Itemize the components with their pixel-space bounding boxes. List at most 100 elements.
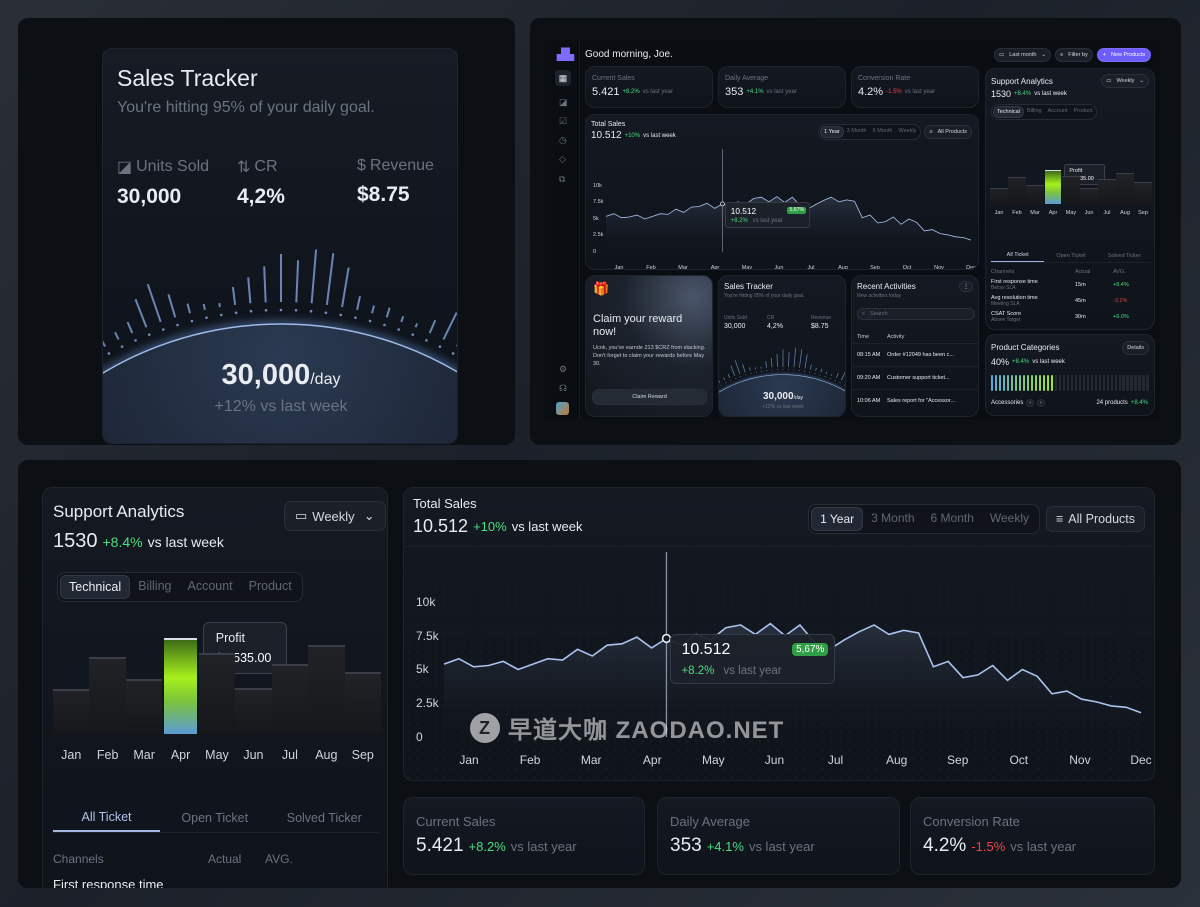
- tab-open-ticket[interactable]: Open Ticket: [1056, 252, 1086, 259]
- tab-technical[interactable]: Technical: [993, 106, 1024, 118]
- bar-apr[interactable]: [1044, 170, 1062, 204]
- tab-solved-ticket[interactable]: Solved Ticker: [286, 811, 362, 825]
- bar-mar[interactable]: [1026, 184, 1044, 204]
- range-1-year[interactable]: 1 Year: [820, 126, 844, 138]
- tab-all-ticket[interactable]: All Ticket: [991, 249, 1045, 262]
- chart-icon: ◪: [117, 159, 133, 176]
- tab-account[interactable]: Account: [187, 579, 233, 593]
- table-row[interactable]: 09:20 AM Customer support ticket...: [852, 366, 978, 389]
- tab-billing[interactable]: Billing: [1026, 108, 1042, 114]
- last-month-dropdown[interactable]: ▭ Last month ⌄: [994, 48, 1052, 62]
- range-weekly[interactable]: Weekly: [989, 511, 1029, 525]
- avatar[interactable]: [556, 402, 569, 415]
- gauge-tick: [103, 340, 106, 347]
- row-avg: +8.4%: [1113, 282, 1129, 288]
- range-6-month[interactable]: 6 Month: [872, 128, 893, 134]
- bar-feb[interactable]: [1008, 176, 1026, 204]
- tab-open-ticket[interactable]: Open Ticket: [181, 811, 249, 825]
- bar-may[interactable]: [1062, 175, 1080, 204]
- bar-apr[interactable]: [164, 638, 197, 734]
- tab-billing[interactable]: Billing: [138, 579, 172, 593]
- tab-solved-ticket[interactable]: Solved Ticker: [1107, 252, 1141, 259]
- weekly-dropdown[interactable]: ▭ Weekly ⌄: [284, 501, 386, 531]
- gauge-tick: [719, 380, 721, 383]
- sidebar-item-tags[interactable]: ◇: [559, 154, 566, 164]
- hover-point[interactable]: [720, 201, 725, 207]
- range-3-month[interactable]: 3 Month: [846, 128, 867, 134]
- tab-all-ticket[interactable]: All Ticket: [53, 804, 160, 832]
- details-button[interactable]: Details: [1122, 341, 1149, 355]
- y-tick-label: 2.5k: [593, 232, 604, 239]
- bar-jan[interactable]: [990, 188, 1008, 204]
- weekly-dropdown[interactable]: ▭ Weekly ⌄: [1101, 74, 1149, 88]
- tab-technical[interactable]: Technical: [60, 575, 131, 599]
- sidebar-item-history[interactable]: ◷: [559, 135, 567, 145]
- new-products-button[interactable]: + New Products: [1096, 48, 1152, 62]
- headset-icon[interactable]: ☊: [559, 383, 567, 393]
- bar-jan[interactable]: [53, 688, 90, 734]
- metric-value: 4,2%: [237, 185, 285, 208]
- x-tick-label: Mar: [580, 753, 602, 767]
- bar-may[interactable]: [198, 653, 236, 734]
- dashboard-preview: ▟▙ ▦ ◪ ☑ ◷ ◇ ⧉ ⚙ ☊ Good morning, Joe. ▭ L…: [545, 40, 1160, 420]
- ticket-tabs: All Ticket Open Ticket Solved Ticker: [53, 804, 379, 833]
- bar-feb[interactable]: [89, 657, 126, 734]
- tab-product[interactable]: Product: [1073, 108, 1093, 114]
- gauge-dot: [205, 316, 208, 319]
- table-row[interactable]: 08:15 AM Order #12049 has been c...: [852, 343, 978, 366]
- prev-category-button[interactable]: ‹: [1026, 399, 1035, 407]
- hover-point[interactable]: [661, 633, 672, 644]
- gauge-tick: [742, 363, 746, 373]
- stat-label: Current Sales: [416, 814, 496, 829]
- category-change: +8.4%: [1012, 359, 1030, 365]
- total-sales-card: Total Sales 10.512 +10% vs last week 1 Yea…: [403, 487, 1155, 781]
- bar-jul[interactable]: [1098, 179, 1116, 204]
- bar-jun[interactable]: [235, 688, 272, 734]
- gauge-tick: [840, 371, 845, 381]
- stat-card-daily-average: Daily Average 353 +4.1% vs last year: [657, 797, 900, 875]
- gauge-tick: [428, 319, 437, 334]
- progress-segment: [1134, 375, 1137, 391]
- tab-product[interactable]: Product: [248, 579, 292, 593]
- claim-reward-button[interactable]: Claim Reward: [592, 389, 707, 405]
- next-category-button[interactable]: ›: [1037, 399, 1045, 407]
- sidebar-item-analytics[interactable]: ◪: [559, 97, 568, 107]
- sidebar-item-inbox[interactable]: ☑: [559, 116, 568, 126]
- all-products-button[interactable]: ≡ All Products: [1046, 506, 1145, 532]
- tab-account[interactable]: Account: [1047, 108, 1068, 114]
- range-3-month[interactable]: 3 Month: [871, 511, 915, 525]
- chevron-down-icon: ⌄: [363, 508, 375, 523]
- all-products-button[interactable]: ≡ All Products: [924, 125, 972, 139]
- x-tick-label: Jun: [243, 748, 264, 762]
- table-row[interactable]: 10:06 AM Sales report for "Accessor...: [852, 389, 978, 412]
- gauge-tick: [371, 305, 375, 314]
- range-6-month[interactable]: 6 Month: [930, 511, 974, 525]
- dollar-icon: $: [357, 157, 366, 174]
- settings-icon[interactable]: ⚙: [559, 364, 568, 374]
- x-tick-label: Mar: [133, 748, 155, 762]
- filter-by-button[interactable]: ≡ Filter by: [1055, 48, 1093, 62]
- card-title: Total Sales: [591, 121, 626, 128]
- progress-segment: [1126, 375, 1129, 391]
- bar-jun[interactable]: [1080, 187, 1098, 204]
- bar-aug[interactable]: [308, 645, 345, 734]
- x-tick-label: Oct: [902, 265, 912, 270]
- progress-segment: [994, 375, 998, 391]
- sidebar-item-copy[interactable]: ⧉: [559, 174, 566, 184]
- bar-sep[interactable]: [344, 672, 381, 734]
- more-options-button[interactable]: ⋮: [959, 281, 973, 292]
- search-input[interactable]: ⌕ Search: [857, 308, 975, 320]
- sidebar-item-dashboard[interactable]: ▦: [555, 70, 571, 86]
- total-sales-summary: 10.512 +10% vs last week: [591, 130, 676, 141]
- bar-jul[interactable]: [271, 664, 309, 734]
- range-1-year[interactable]: 1 Year: [811, 507, 864, 531]
- gauge-tick: [186, 303, 191, 314]
- bar-mar[interactable]: [125, 679, 163, 734]
- metric-value: 30,000: [724, 323, 746, 330]
- bar-aug[interactable]: [1116, 172, 1134, 204]
- range-weekly[interactable]: Weekly: [898, 128, 917, 134]
- bar-sep[interactable]: [1134, 182, 1152, 204]
- progress-segment: [1122, 375, 1125, 391]
- table-row: Avg resolution time Meeting SLA 45m -3.2%: [991, 295, 1151, 307]
- progress-segment: [1106, 375, 1110, 391]
